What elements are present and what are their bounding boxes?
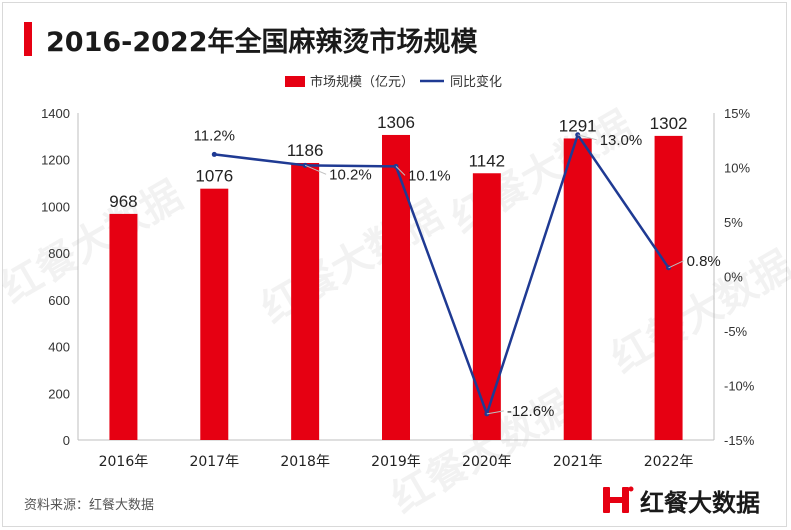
line-value-label: 0.8%: [687, 253, 721, 270]
bar: [200, 188, 229, 440]
right-tick-label: 10%: [724, 161, 750, 176]
bar-value-label: 1186: [287, 141, 324, 160]
x-tick-label: 2021年: [553, 454, 603, 470]
line-value-label: 10.1%: [408, 167, 451, 184]
bar-value-label: 1142: [469, 151, 506, 170]
left-tick-label: 400: [48, 340, 70, 355]
bar: [291, 162, 320, 440]
x-tick-label: 2016年: [99, 454, 149, 470]
source-note: 资料来源：红餐大数据: [24, 498, 155, 513]
legend-line-label: 同比变化: [450, 74, 502, 90]
right-tick-label: -15%: [724, 433, 755, 448]
x-tick-label: 2022年: [644, 454, 694, 470]
left-tick-label: 1200: [41, 153, 70, 168]
bar: [563, 138, 592, 440]
line-series-path: [214, 133, 670, 416]
bar-value-label: 1306: [377, 113, 415, 132]
line-value-label: 11.2%: [194, 127, 235, 144]
line-value-label: 13.0%: [600, 132, 643, 149]
right-tick-label: 15%: [724, 106, 750, 121]
right-tick-label: 5%: [724, 215, 743, 230]
bar: [472, 173, 501, 441]
bar-value-label: 968: [109, 192, 137, 211]
line-value-label: 10.2%: [329, 166, 372, 183]
title-accent-bar: [24, 22, 32, 56]
bar-value-label: 1291: [559, 116, 597, 135]
left-tick-label: 200: [48, 386, 70, 401]
legend-bar-swatch: [285, 76, 305, 87]
bar: [109, 213, 138, 440]
label-leader-line: [486, 410, 504, 415]
left-tick-label: 1400: [41, 106, 70, 121]
bar-value-label: 1076: [195, 167, 233, 186]
bar: [654, 135, 683, 440]
line-value-label: -12.6%: [507, 403, 555, 420]
x-tick-label: 2019年: [371, 454, 421, 470]
chart-title: 2016-2022年全国麻辣烫市场规模: [46, 27, 478, 58]
label-leader-line: [668, 260, 684, 269]
x-tick-label: 2017年: [189, 454, 239, 470]
label-leader-line: [577, 134, 597, 141]
brand-name: 红餐大数据: [640, 488, 760, 517]
right-tick-label: -5%: [724, 324, 748, 339]
line-point: [211, 151, 217, 157]
left-tick-label: 800: [48, 246, 70, 261]
x-tick-label: 2018年: [280, 454, 330, 470]
label-leader-line: [304, 164, 327, 175]
bar-value-label: 1302: [650, 114, 688, 133]
right-tick-label: -10%: [724, 379, 755, 394]
brand-mark-icon: [603, 486, 634, 513]
legend-bar-label: 市场规模（亿元）: [310, 74, 414, 90]
left-tick-label: 0: [63, 433, 70, 448]
right-tick-label: 0%: [724, 270, 743, 285]
left-tick-label: 600: [48, 293, 70, 308]
x-tick-label: 2020年: [462, 454, 512, 470]
left-tick-label: 1000: [41, 199, 70, 214]
label-leader-line: [395, 166, 406, 176]
bar: [382, 134, 410, 440]
brand-logo: 红餐大数据: [600, 480, 760, 520]
